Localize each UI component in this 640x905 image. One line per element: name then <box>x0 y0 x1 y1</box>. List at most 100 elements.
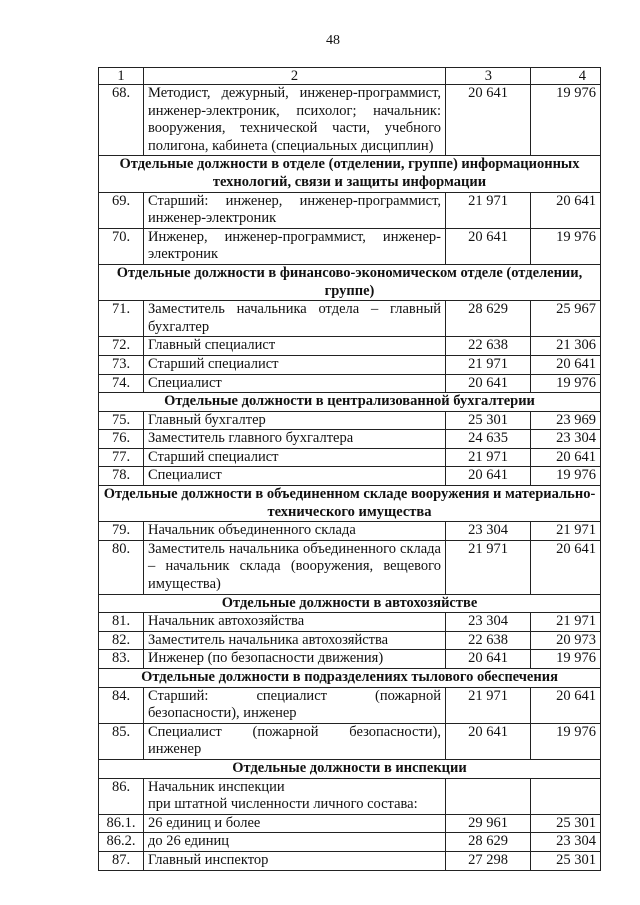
salary-value-col3: 20 641 <box>445 227 531 265</box>
column-header: 3 <box>445 67 531 85</box>
salary-value-col3: 20 641 <box>445 466 531 487</box>
position-title: Заместитель начальника объединенного скл… <box>143 539 446 595</box>
table-row: 76. Заместитель главного бухгалтера 24 6… <box>98 429 601 449</box>
salary-value-col4: 20 641 <box>530 686 601 724</box>
salary-value-col4: 21 306 <box>530 336 601 356</box>
salary-value-col3: 28 629 <box>445 832 531 852</box>
table-header-row: 1 2 3 4 <box>98 67 601 85</box>
row-number: 87. <box>98 850 144 871</box>
position-title: Начальник автохозяйства <box>143 612 446 632</box>
row-number: 74. <box>98 373 144 394</box>
table-row: 73. Старший специалист 21 971 20 641 <box>98 354 601 375</box>
section-title: Отдельные должности в объединенном склад… <box>98 485 601 523</box>
row-number: 71. <box>98 300 144 338</box>
salary-value-col3: 21 971 <box>445 354 531 375</box>
section-title: Отдельные должности в автохозяйстве <box>98 593 601 614</box>
salary-value-col3: 20 641 <box>445 722 531 760</box>
position-title: Старший специалист <box>143 447 446 468</box>
row-number: 80. <box>98 539 144 595</box>
section-header-row: Отдельные должности в инспекции <box>98 758 601 779</box>
salary-value-col4: 20 641 <box>530 354 601 375</box>
salary-value-col3: 21 971 <box>445 539 531 595</box>
salary-value-col4: 20 641 <box>530 539 601 595</box>
salary-value-col4: 20 641 <box>530 191 601 229</box>
salary-value-col4: 23 304 <box>530 832 601 852</box>
salary-value-col4: 20 973 <box>530 630 601 651</box>
table-row: 75. Главный бухгалтер 25 301 23 969 <box>98 410 601 431</box>
salary-value-col3: 20 641 <box>445 373 531 394</box>
row-number: 75. <box>98 410 144 431</box>
column-header: 1 <box>98 67 144 85</box>
row-number: 70. <box>98 227 144 265</box>
position-title: Начальник инспекции при штатной численно… <box>143 777 446 815</box>
salary-value-col4: 19 976 <box>530 722 601 760</box>
salary-value-col3: 22 638 <box>445 336 531 356</box>
row-number: 69. <box>98 191 144 229</box>
section-title: Отдельные должности в отделе (отделении,… <box>98 155 601 193</box>
position-title: Старший: инженер, инженер-программист, и… <box>143 191 446 229</box>
salary-value-col3: 22 638 <box>445 630 531 651</box>
position-title: Специалист (пожарной безопасности), инже… <box>143 722 446 760</box>
position-title: до 26 единиц <box>143 832 446 852</box>
position-title: Заместитель начальника автохозяйства <box>143 630 446 651</box>
position-title: Главный бухгалтер <box>143 410 446 431</box>
row-number: 72. <box>98 336 144 356</box>
section-title: Отдельные должности в подразделениях тыл… <box>98 668 601 688</box>
table-row: 81. Начальник автохозяйства 23 304 21 97… <box>98 612 601 632</box>
salary-value-col3: 21 971 <box>445 191 531 229</box>
salary-value-col4: 20 641 <box>530 447 601 468</box>
position-title: Заместитель начальника отдела – главный … <box>143 300 446 338</box>
salary-value-col4: 19 976 <box>530 466 601 487</box>
table-row: 85. Специалист (пожарной безопасности), … <box>98 722 601 760</box>
table-row: 86.1. 26 единиц и более 29 961 25 301 <box>98 813 601 834</box>
table-row: 78. Специалист 20 641 19 976 <box>98 466 601 487</box>
column-header: 4 <box>530 67 601 85</box>
position-title: Главный специалист <box>143 336 446 356</box>
table-row: 72. Главный специалист 22 638 21 306 <box>98 336 601 356</box>
salary-value-col4: 19 976 <box>530 649 601 669</box>
table-row: 68. Методист, дежурный, инженер-программ… <box>98 83 601 157</box>
table-row: 80. Заместитель начальника объединенного… <box>98 539 601 595</box>
row-number: 76. <box>98 429 144 449</box>
salary-value-col4: 19 976 <box>530 227 601 265</box>
salary-value-col3: 28 629 <box>445 300 531 338</box>
section-header-row: Отдельные должности в централизованной б… <box>98 392 601 412</box>
table-row: 70. Инженер, инженер-программист, инжене… <box>98 227 601 265</box>
row-number: 86.1. <box>98 813 144 834</box>
position-title: Специалист <box>143 373 446 394</box>
row-number: 86.2. <box>98 832 144 852</box>
position-title: Начальник объединенного склада <box>143 521 446 541</box>
table-row: 69. Старший: инженер, инженер-программис… <box>98 191 601 229</box>
row-number: 84. <box>98 686 144 724</box>
salary-value-col4: 23 304 <box>530 429 601 449</box>
salary-value-col3: 24 635 <box>445 429 531 449</box>
position-title: 26 единиц и более <box>143 813 446 834</box>
column-header: 2 <box>143 67 446 85</box>
salary-value-col3: 20 641 <box>445 649 531 669</box>
row-number: 78. <box>98 466 144 487</box>
table-row: 71. Заместитель начальника отдела – глав… <box>98 300 601 338</box>
table-row: 74. Специалист 20 641 19 976 <box>98 373 601 394</box>
position-title: Инженер (по безопасности движения) <box>143 649 446 669</box>
position-title: Методист, дежурный, инженер-программист,… <box>143 83 446 157</box>
position-title: Инженер, инженер-программист, инженер-эл… <box>143 227 446 265</box>
salary-value-col3: 29 961 <box>445 813 531 834</box>
row-number: 73. <box>98 354 144 375</box>
row-number: 77. <box>98 447 144 468</box>
position-title: Главный инспектор <box>143 850 446 871</box>
position-title: Заместитель главного бухгалтера <box>143 429 446 449</box>
salary-value-col3: 20 641 <box>445 83 531 157</box>
salary-value-col4 <box>530 777 601 815</box>
salary-value-col4: 19 976 <box>530 83 601 157</box>
row-number: 83. <box>98 649 144 669</box>
salary-value-col3: 23 304 <box>445 612 531 632</box>
salary-table: 1 2 3 4 68. Методист, дежурный, инженер-… <box>98 67 601 871</box>
salary-value-col4: 25 301 <box>530 813 601 834</box>
page-number: 48 <box>326 33 340 48</box>
salary-value-col4: 21 971 <box>530 612 601 632</box>
table-row: 84. Старший: специалист (пожарной безопа… <box>98 686 601 724</box>
table-row: 86.2. до 26 единиц 28 629 23 304 <box>98 832 601 852</box>
salary-value-col3: 21 971 <box>445 686 531 724</box>
row-number: 68. <box>98 83 144 157</box>
salary-value-col4: 23 969 <box>530 410 601 431</box>
